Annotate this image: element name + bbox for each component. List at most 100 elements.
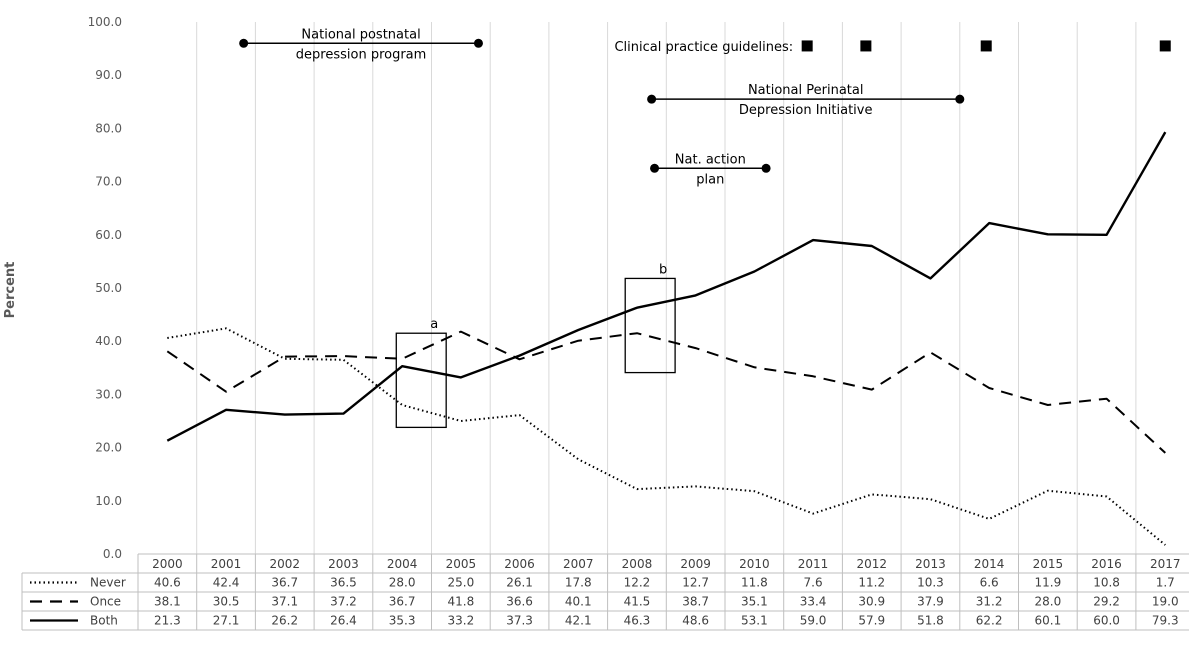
table-cell: 10.3 bbox=[917, 576, 944, 590]
table-cell: 42.4 bbox=[213, 576, 240, 590]
table-cell: 11.9 bbox=[1034, 576, 1061, 590]
range-start-dot bbox=[650, 163, 660, 173]
table-cell: 26.2 bbox=[271, 614, 298, 628]
legend-label-never: Never bbox=[90, 576, 126, 590]
table-cell: 26.1 bbox=[506, 576, 533, 590]
y-tick-label: 100.0 bbox=[88, 15, 122, 29]
table-cell: 36.7 bbox=[271, 576, 298, 590]
series-line-once bbox=[166, 330, 1166, 454]
guideline-marker bbox=[801, 40, 813, 52]
series-line-both bbox=[166, 131, 1167, 442]
y-tick-label: 10.0 bbox=[95, 494, 122, 508]
table-cell: 46.3 bbox=[624, 614, 651, 628]
y-tick-label: 40.0 bbox=[95, 334, 122, 348]
highlight-box-a bbox=[395, 332, 447, 429]
range-label-postnatal-program: National postnatal bbox=[301, 27, 420, 42]
table-cell: 35.1 bbox=[741, 595, 768, 609]
table-cell: 21.3 bbox=[154, 614, 181, 628]
table-cell: 42.1 bbox=[565, 614, 592, 628]
table-cell: 12.7 bbox=[682, 576, 709, 590]
table-cell: 41.5 bbox=[624, 595, 651, 609]
table-cell: 60.1 bbox=[1034, 614, 1061, 628]
range-label-postnatal-program: depression program bbox=[296, 47, 427, 62]
range-start-dot bbox=[647, 94, 657, 104]
table-cell: 31.2 bbox=[976, 595, 1003, 609]
table-cell: 28.0 bbox=[1034, 595, 1061, 609]
table-cell: 10.8 bbox=[1093, 576, 1120, 590]
table-cell: 1.7 bbox=[1156, 576, 1175, 590]
table-cell: 57.9 bbox=[858, 614, 885, 628]
table-cell: 6.6 bbox=[980, 576, 999, 590]
range-end-dot bbox=[473, 38, 483, 48]
table-cell: 29.2 bbox=[1093, 595, 1120, 609]
x-tick-label: 2010 bbox=[739, 557, 770, 571]
table-cell: 33.2 bbox=[447, 614, 474, 628]
table-cell: 40.1 bbox=[565, 595, 592, 609]
x-tick-label: 2008 bbox=[622, 557, 653, 571]
x-tick-label: 2016 bbox=[1091, 557, 1122, 571]
x-tick-label: 2007 bbox=[563, 557, 594, 571]
range-label-perinatal-initiative: Depression Initiative bbox=[739, 103, 873, 118]
x-tick-label: 2003 bbox=[328, 557, 359, 571]
table-cell: 51.8 bbox=[917, 614, 944, 628]
table-cell: 53.1 bbox=[741, 614, 768, 628]
x-tick-label: 2012 bbox=[856, 557, 887, 571]
x-tick-label: 2006 bbox=[504, 557, 535, 571]
table-cell: 36.7 bbox=[389, 595, 416, 609]
table-cell: 38.1 bbox=[154, 595, 181, 609]
highlight-box-label: a bbox=[430, 317, 438, 332]
table-cell: 60.0 bbox=[1093, 614, 1120, 628]
table-cell: 28.0 bbox=[389, 576, 416, 590]
x-tick-label: 2013 bbox=[915, 557, 946, 571]
legend-label-both: Both bbox=[90, 614, 118, 628]
table-cell: 40.6 bbox=[154, 576, 181, 590]
highlight-box-label: b bbox=[659, 262, 667, 277]
legend-label-once: Once bbox=[90, 595, 121, 609]
table-cell: 36.5 bbox=[330, 576, 357, 590]
table-cell: 79.3 bbox=[1152, 614, 1179, 628]
guidelines-label: Clinical practice guidelines: bbox=[614, 40, 793, 55]
table-cell: 7.6 bbox=[804, 576, 823, 590]
y-tick-label: 70.0 bbox=[95, 175, 122, 189]
table-cell: 37.1 bbox=[271, 595, 298, 609]
highlight-boxes: ab bbox=[395, 262, 676, 429]
table-cell: 30.5 bbox=[213, 595, 240, 609]
y-axis: 0.0 10.0 20.0 30.0 40.0 50.0 60.0 70.0 80.0 90.0 1… bbox=[88, 15, 122, 561]
table-cell: 41.8 bbox=[447, 595, 474, 609]
x-tick-label: 2014 bbox=[974, 557, 1005, 571]
table-cell: 37.2 bbox=[330, 595, 357, 609]
y-tick-label: 80.0 bbox=[95, 121, 122, 135]
guideline-marker bbox=[980, 40, 992, 52]
table-cell: 17.8 bbox=[565, 576, 592, 590]
data-table: 2000 2001 2002 2003 2004 2005 2006 2007 2008 2009… bbox=[21, 553, 1189, 631]
y-tick-label: 20.0 bbox=[95, 441, 122, 455]
guideline-marker bbox=[860, 40, 872, 52]
table-cell: 62.2 bbox=[976, 614, 1003, 628]
series-line-never bbox=[167, 327, 1166, 546]
y-tick-label: 0.0 bbox=[103, 547, 122, 561]
table-cell: 11.2 bbox=[858, 576, 885, 590]
table-cell: 12.2 bbox=[624, 576, 651, 590]
series-lines bbox=[166, 131, 1167, 546]
range-label-perinatal-initiative: National Perinatal bbox=[748, 83, 864, 98]
x-tick-label: 2011 bbox=[798, 557, 829, 571]
table-cell: 11.8 bbox=[741, 576, 768, 590]
table-cell: 59.0 bbox=[800, 614, 827, 628]
x-tick-label: 2015 bbox=[1033, 557, 1064, 571]
range-label-action-plan: Nat. action bbox=[675, 152, 746, 167]
annotations: National postnatal depression program Nati… bbox=[239, 27, 1171, 187]
y-tick-label: 30.0 bbox=[95, 387, 122, 401]
x-tick-label: 2017 bbox=[1150, 557, 1181, 571]
table-cell: 37.9 bbox=[917, 595, 944, 609]
x-tick-label: 2009 bbox=[680, 557, 711, 571]
range-start-dot bbox=[239, 38, 249, 48]
table-cell: 33.4 bbox=[800, 595, 827, 609]
table-cell: 30.9 bbox=[858, 595, 885, 609]
range-end-dot bbox=[955, 94, 965, 104]
x-tick-label: 2000 bbox=[152, 557, 183, 571]
x-tick-label: 2002 bbox=[269, 557, 300, 571]
table-cell: 38.7 bbox=[682, 595, 709, 609]
highlight-box-b bbox=[624, 277, 676, 374]
x-tick-label: 2005 bbox=[446, 557, 477, 571]
